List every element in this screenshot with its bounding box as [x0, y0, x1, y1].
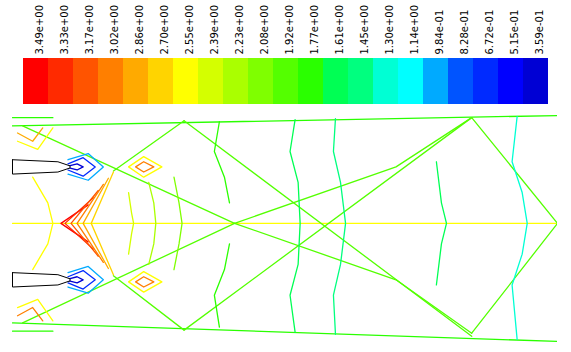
- svg-text:3.59e-01: 3.59e-01: [534, 10, 545, 55]
- svg-text:3.17e+00: 3.17e+00: [84, 5, 95, 55]
- svg-text:2.55e+00: 2.55e+00: [184, 5, 195, 55]
- svg-text:3.02e+00: 3.02e+00: [109, 5, 120, 55]
- svg-text:5.15e-01: 5.15e-01: [509, 10, 520, 55]
- svg-text:3.49e+00: 3.49e+00: [34, 5, 45, 55]
- svg-text:2.08e+00: 2.08e+00: [259, 5, 270, 55]
- svg-text:9.84e-01: 9.84e-01: [434, 10, 445, 55]
- svg-text:6.72e-01: 6.72e-01: [484, 10, 495, 55]
- svg-text:2.23e+00: 2.23e+00: [234, 5, 245, 55]
- svg-text:2.70e+00: 2.70e+00: [159, 5, 170, 55]
- svg-text:1.30e+00: 1.30e+00: [384, 5, 395, 55]
- svg-text:1.77e+00: 1.77e+00: [309, 5, 320, 55]
- svg-text:1.61e+00: 1.61e+00: [334, 5, 345, 55]
- svg-text:8.28e-01: 8.28e-01: [459, 10, 470, 55]
- svg-text:1.14e+00: 1.14e+00: [409, 5, 420, 55]
- svg-text:1.45e+00: 1.45e+00: [359, 5, 370, 55]
- svg-text:3.33e+00: 3.33e+00: [59, 5, 70, 55]
- svg-text:2.39e+00: 2.39e+00: [209, 5, 220, 55]
- svg-text:2.86e+00: 2.86e+00: [134, 5, 145, 55]
- svg-text:1.92e+00: 1.92e+00: [284, 5, 295, 55]
